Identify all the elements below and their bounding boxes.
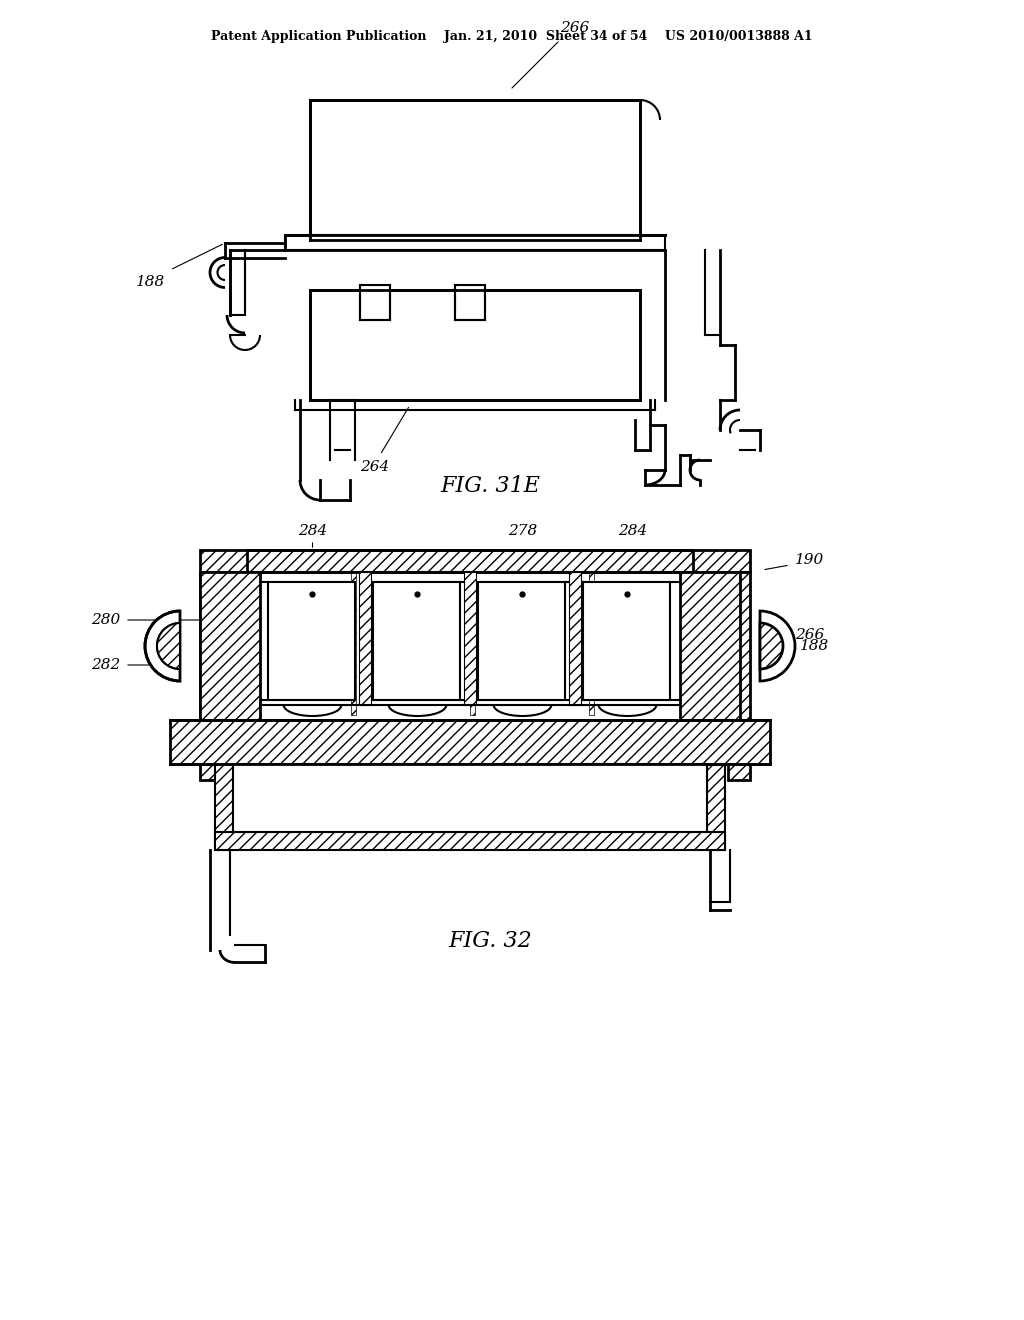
Bar [470, 572, 475, 715]
Bar [200, 550, 750, 572]
Text: 190: 190 [795, 553, 824, 568]
Bar [360, 285, 390, 319]
Bar [268, 582, 355, 700]
Text: Patent Application Publication    Jan. 21, 2010  Sheet 34 of 54    US 2010/00138: Patent Application Publication Jan. 21, … [211, 30, 813, 44]
Wedge shape [157, 623, 180, 669]
Bar [200, 572, 237, 780]
Text: 264: 264 [360, 459, 389, 474]
Text: 266: 266 [560, 21, 589, 36]
Text: 272: 272 [403, 837, 432, 851]
Bar [310, 100, 640, 240]
Text: 274: 274 [318, 781, 347, 795]
Bar [583, 582, 670, 700]
Bar [478, 582, 565, 700]
Bar [373, 582, 460, 700]
Bar [455, 285, 485, 319]
Bar [364, 582, 467, 700]
Bar [351, 572, 356, 715]
Bar [233, 764, 707, 832]
Text: 284: 284 [298, 524, 327, 539]
Text: FIG. 32: FIG. 32 [449, 931, 531, 952]
Bar [569, 572, 581, 705]
Bar [200, 572, 260, 719]
Bar [483, 582, 586, 700]
Bar [170, 719, 770, 764]
Bar [310, 290, 640, 400]
Bar [215, 764, 233, 850]
Wedge shape [760, 623, 783, 669]
Bar [707, 764, 725, 850]
Text: 282: 282 [91, 657, 120, 672]
Bar [602, 582, 705, 700]
Text: 278: 278 [508, 524, 538, 539]
Text: 266: 266 [795, 628, 824, 642]
Bar [215, 832, 725, 850]
Text: 286: 286 [258, 781, 288, 795]
Text: 280: 280 [91, 612, 120, 627]
Bar [589, 572, 594, 715]
Bar [464, 572, 476, 705]
Bar [359, 572, 371, 705]
Bar [245, 582, 348, 700]
Text: 188: 188 [800, 639, 829, 653]
Text: FIG. 31E: FIG. 31E [440, 475, 540, 498]
Text: 188: 188 [136, 275, 165, 289]
Bar [728, 572, 750, 780]
Wedge shape [760, 611, 795, 681]
Bar [285, 235, 665, 249]
Bar [680, 572, 740, 719]
Text: 284: 284 [617, 524, 647, 539]
Wedge shape [145, 611, 180, 681]
Bar [247, 550, 693, 572]
